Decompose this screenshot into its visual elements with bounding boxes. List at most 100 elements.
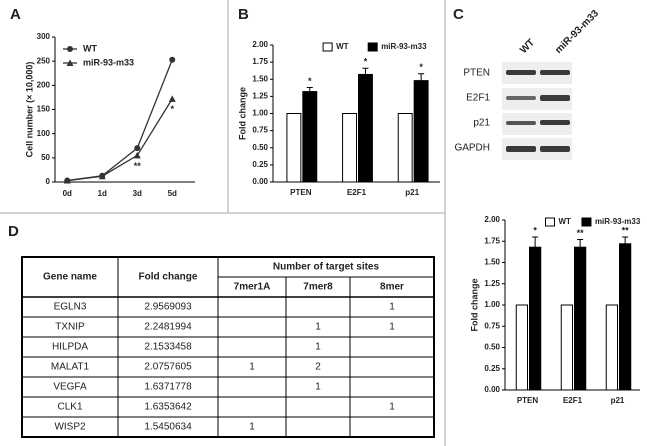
bar: [358, 73, 373, 183]
blot-lane-bg: [502, 62, 572, 84]
y-tick-label: 200: [37, 80, 51, 89]
table-header: Gene name: [43, 272, 97, 283]
legend-label: WT: [559, 217, 572, 226]
error-bar: [577, 239, 584, 248]
x-tick-label: 0d: [63, 189, 72, 198]
annotation: *: [308, 76, 312, 86]
table-subheader: 7mer8: [303, 282, 333, 293]
bar: [574, 246, 587, 391]
y-tick-label: 100: [37, 129, 51, 138]
table-cell: 1.5450634: [144, 422, 192, 433]
x-tick-label: 5d: [168, 189, 177, 198]
legend-swatch: [367, 42, 378, 52]
y-tick-label: 1.00: [252, 109, 268, 118]
y-axis-label: Cell number (× 10,000): [24, 62, 34, 158]
table-cell: 1: [249, 422, 255, 433]
y-tick-label: 150: [37, 105, 51, 114]
bar: [605, 304, 618, 391]
y-tick-label: 0.25: [484, 364, 500, 373]
y-tick-label: 1.25: [484, 279, 500, 288]
annotation: *: [364, 57, 368, 67]
error-bar: [362, 67, 369, 75]
table-header: Number of target sites: [273, 262, 380, 273]
error-bar: [418, 73, 425, 81]
x-tick-label: p21: [405, 188, 419, 197]
table-cell: VEGFA: [53, 382, 87, 393]
y-axis-label: Fold change: [237, 87, 247, 140]
y-tick-label: 0.00: [484, 385, 500, 394]
y-tick-label: 300: [37, 32, 51, 41]
y-tick-label: 1.25: [252, 91, 268, 100]
error-bar: [622, 236, 629, 244]
annotation: **: [622, 225, 630, 235]
table-cell: CLK1: [57, 402, 82, 413]
bar: [302, 91, 318, 183]
marker: [66, 59, 74, 66]
marker: [133, 151, 141, 159]
bar: [413, 80, 429, 183]
table-cell: 2.1533458: [144, 342, 192, 353]
blot-band: [540, 70, 570, 75]
annotation: *: [533, 225, 537, 235]
table-cell: HILPDA: [52, 342, 88, 353]
bar: [397, 113, 413, 183]
table-cell: 1: [389, 302, 395, 313]
marker: [134, 145, 141, 152]
table-cell: 1: [389, 402, 395, 413]
bar: [619, 243, 632, 391]
bar: [515, 304, 528, 391]
legend-swatch: [581, 217, 592, 227]
table-cell: 2.0757605: [144, 362, 192, 373]
y-tick-label: 1.75: [484, 236, 500, 245]
marker: [67, 46, 73, 52]
y-tick-label: 0.75: [252, 126, 268, 135]
table-cell: 1: [315, 342, 321, 353]
table-cell: TXNIP: [55, 322, 85, 333]
y-tick-label: 250: [37, 56, 51, 65]
table-cell: 1: [315, 382, 321, 393]
bar: [286, 113, 302, 183]
legend-label: miR-93-m33: [83, 57, 134, 67]
table-cell: 1: [315, 322, 321, 333]
x-tick-label: 1d: [98, 189, 107, 198]
y-tick-label: 1.00: [484, 300, 500, 309]
table-cell: EGLN3: [54, 302, 87, 313]
bar: [529, 246, 542, 391]
annotation: *: [419, 62, 423, 72]
y-tick-label: 0.50: [252, 143, 268, 152]
x-tick-label: E2F1: [347, 188, 367, 197]
error-bar: [532, 236, 539, 248]
table-cell: 1.6371778: [144, 382, 192, 393]
x-tick-label: 3d: [133, 189, 142, 198]
legend-label: miR-93-m33: [381, 42, 427, 51]
x-tick-label: PTEN: [517, 396, 539, 405]
blot-band: [540, 95, 570, 101]
bar: [560, 304, 573, 391]
legend-label: WT: [83, 43, 97, 53]
marker: [98, 172, 106, 180]
bar: [342, 113, 358, 183]
y-tick-label: 1.50: [252, 74, 268, 83]
legend-swatch: [545, 217, 555, 227]
table-cell: 2: [315, 362, 321, 373]
annotation: **: [577, 228, 585, 238]
table-cell: 1: [389, 322, 395, 333]
y-tick-label: 2.00: [484, 215, 500, 224]
table-cell: 1: [249, 362, 255, 373]
blot-lane-bg: [502, 113, 572, 135]
y-tick-label: 0: [46, 177, 51, 186]
panel-label: B: [238, 6, 249, 23]
blot-row-label: GAPDH: [454, 143, 490, 154]
blot-band: [540, 120, 570, 125]
table-subheader: 7mer1A: [234, 282, 271, 293]
blot-row-label: PTEN: [463, 68, 490, 79]
annotation: **: [134, 161, 142, 171]
blot-band: [506, 146, 536, 152]
y-tick-label: 0.25: [252, 160, 268, 169]
blot-lane-bg: [502, 138, 572, 160]
y-tick-label: 1.75: [252, 57, 268, 66]
table-subheader: 8mer: [380, 282, 404, 293]
blot-band: [506, 96, 536, 100]
table-cell: 2.2481994: [144, 322, 192, 333]
